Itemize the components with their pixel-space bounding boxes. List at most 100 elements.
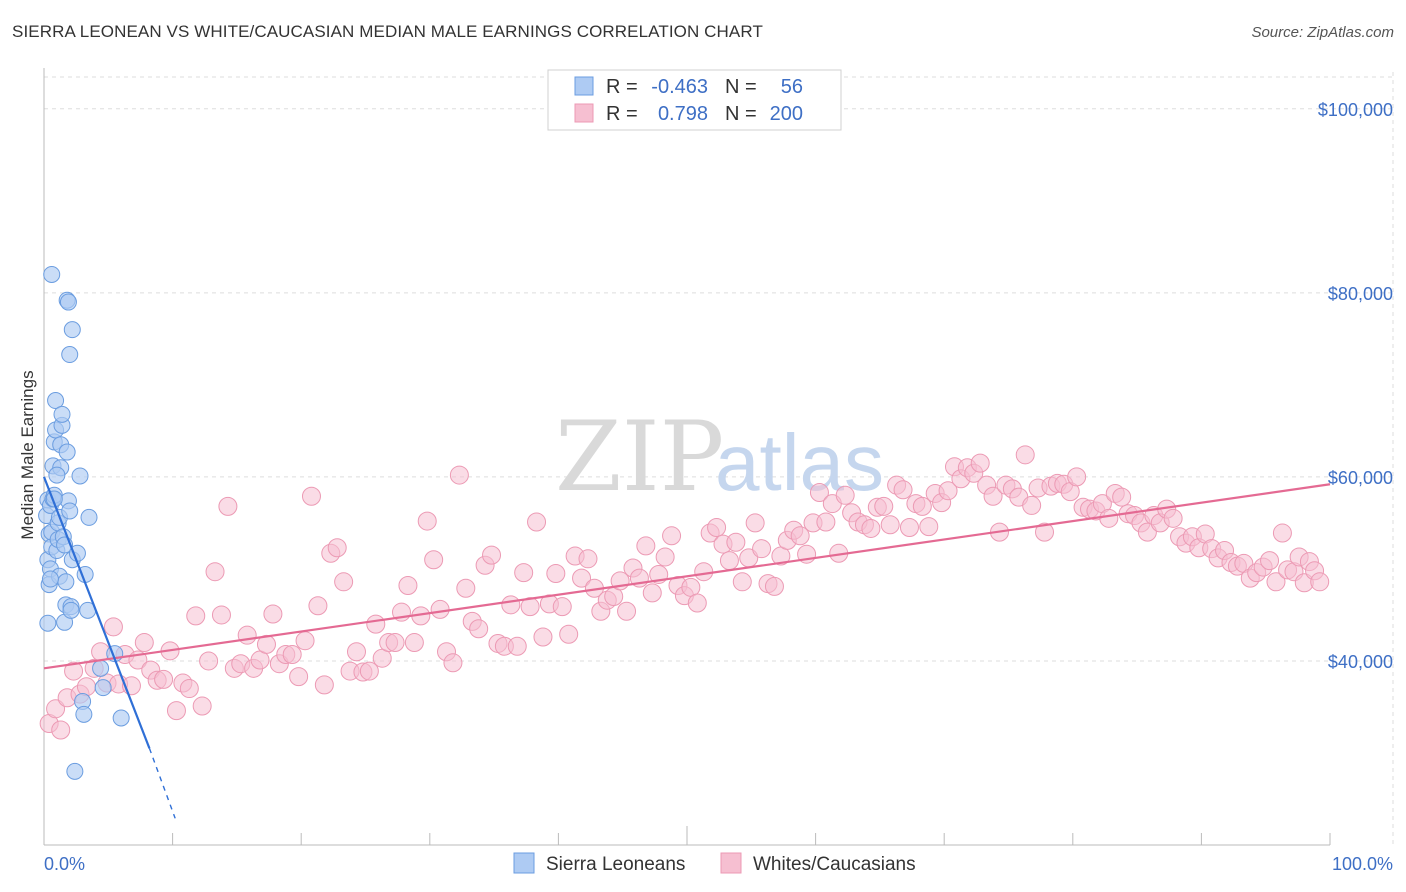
point-white-caucasian[interactable] xyxy=(983,486,1003,506)
point-white-caucasian[interactable] xyxy=(1137,522,1157,542)
point-white-caucasian[interactable] xyxy=(482,545,502,565)
point-white-caucasian[interactable] xyxy=(218,496,238,516)
point-sierra-leonean[interactable] xyxy=(61,346,79,364)
point-white-caucasian[interactable] xyxy=(507,636,527,656)
point-white-caucasian[interactable] xyxy=(655,547,675,567)
point-sierra-leonean[interactable] xyxy=(59,293,77,311)
point-sierra-leonean[interactable] xyxy=(43,265,61,283)
point-sierra-leonean[interactable] xyxy=(112,709,130,727)
point-white-caucasian[interactable] xyxy=(912,496,932,516)
point-white-caucasian[interactable] xyxy=(211,605,231,625)
point-white-caucasian[interactable] xyxy=(263,604,283,624)
point-white-caucasian[interactable] xyxy=(899,518,919,538)
point-white-caucasian[interactable] xyxy=(301,486,321,506)
point-sierra-leonean[interactable] xyxy=(48,466,66,484)
point-white-caucasian[interactable] xyxy=(469,619,489,639)
point-white-caucasian[interactable] xyxy=(1272,523,1292,543)
point-white-caucasian[interactable] xyxy=(51,720,71,740)
point-white-caucasian[interactable] xyxy=(1310,572,1330,592)
point-sierra-leonean[interactable] xyxy=(92,659,110,677)
point-white-caucasian[interactable] xyxy=(1260,551,1280,571)
point-white-caucasian[interactable] xyxy=(572,568,592,588)
point-sierra-leonean[interactable] xyxy=(66,762,84,780)
point-white-caucasian[interactable] xyxy=(745,513,765,533)
point-white-caucasian[interactable] xyxy=(893,480,913,500)
point-white-caucasian[interactable] xyxy=(687,593,707,613)
point-white-caucasian[interactable] xyxy=(103,617,123,637)
point-sierra-leonean[interactable] xyxy=(57,573,75,591)
point-white-caucasian[interactable] xyxy=(430,599,450,619)
point-white-caucasian[interactable] xyxy=(404,633,424,653)
point-white-caucasian[interactable] xyxy=(46,699,66,719)
point-white-caucasian[interactable] xyxy=(443,653,463,673)
point-white-caucasian[interactable] xyxy=(790,526,810,546)
point-sierra-leonean[interactable] xyxy=(61,502,79,520)
point-sierra-leonean[interactable] xyxy=(53,405,71,423)
point-white-caucasian[interactable] xyxy=(880,515,900,535)
point-sierra-leonean[interactable] xyxy=(58,443,76,461)
point-white-caucasian[interactable] xyxy=(533,627,553,647)
point-white-caucasian[interactable] xyxy=(919,517,939,537)
point-white-caucasian[interactable] xyxy=(327,538,347,558)
point-white-caucasian[interactable] xyxy=(861,518,881,538)
point-sierra-leonean[interactable] xyxy=(62,601,80,619)
point-white-caucasian[interactable] xyxy=(192,696,212,716)
point-white-caucasian[interactable] xyxy=(527,512,547,532)
point-white-caucasian[interactable] xyxy=(154,669,174,689)
point-sierra-leonean[interactable] xyxy=(41,570,59,588)
point-white-caucasian[interactable] xyxy=(636,536,656,556)
point-sierra-leonean[interactable] xyxy=(75,705,93,723)
point-white-caucasian[interactable] xyxy=(662,526,682,546)
point-white-caucasian[interactable] xyxy=(166,701,186,721)
point-white-caucasian[interactable] xyxy=(205,562,225,582)
point-white-caucasian[interactable] xyxy=(970,453,990,473)
point-white-caucasian[interactable] xyxy=(398,575,418,595)
point-white-caucasian[interactable] xyxy=(1099,508,1119,528)
point-white-caucasian[interactable] xyxy=(346,642,366,662)
point-white-caucasian[interactable] xyxy=(282,645,302,665)
point-white-caucasian[interactable] xyxy=(385,633,405,653)
point-sierra-leonean[interactable] xyxy=(71,467,89,485)
point-white-caucasian[interactable] xyxy=(938,481,958,501)
point-white-caucasian[interactable] xyxy=(752,539,772,559)
point-white-caucasian[interactable] xyxy=(874,496,894,516)
point-white-caucasian[interactable] xyxy=(764,576,784,596)
point-white-caucasian[interactable] xyxy=(1067,467,1087,487)
point-white-caucasian[interactable] xyxy=(314,675,334,695)
point-white-caucasian[interactable] xyxy=(417,511,437,531)
point-white-caucasian[interactable] xyxy=(642,583,662,603)
point-white-caucasian[interactable] xyxy=(308,596,328,616)
point-white-caucasian[interactable] xyxy=(1112,487,1132,507)
point-white-caucasian[interactable] xyxy=(366,614,386,634)
point-white-caucasian[interactable] xyxy=(1022,495,1042,515)
point-white-caucasian[interactable] xyxy=(809,483,829,503)
point-sierra-leonean[interactable] xyxy=(47,392,65,410)
point-white-caucasian[interactable] xyxy=(199,651,219,671)
point-white-caucasian[interactable] xyxy=(816,512,836,532)
point-white-caucasian[interactable] xyxy=(1035,522,1055,542)
point-white-caucasian[interactable] xyxy=(732,572,752,592)
point-white-caucasian[interactable] xyxy=(617,601,637,621)
point-white-caucasian[interactable] xyxy=(501,595,521,615)
point-sierra-leonean[interactable] xyxy=(94,679,112,697)
point-white-caucasian[interactable] xyxy=(134,633,154,653)
point-white-caucasian[interactable] xyxy=(1015,445,1035,465)
point-white-caucasian[interactable] xyxy=(64,661,84,681)
point-white-caucasian[interactable] xyxy=(707,518,727,538)
point-white-caucasian[interactable] xyxy=(449,465,469,485)
point-white-caucasian[interactable] xyxy=(289,667,309,687)
point-white-caucasian[interactable] xyxy=(237,625,257,645)
point-white-caucasian[interactable] xyxy=(359,661,379,681)
point-sierra-leonean[interactable] xyxy=(63,321,81,339)
point-white-caucasian[interactable] xyxy=(1266,572,1286,592)
point-white-caucasian[interactable] xyxy=(186,606,206,626)
point-white-caucasian[interactable] xyxy=(726,532,746,552)
point-white-caucasian[interactable] xyxy=(552,597,572,617)
point-white-caucasian[interactable] xyxy=(424,550,444,570)
point-sierra-leonean[interactable] xyxy=(80,508,98,526)
point-white-caucasian[interactable] xyxy=(76,677,96,697)
point-white-caucasian[interactable] xyxy=(334,572,354,592)
point-white-caucasian[interactable] xyxy=(559,624,579,644)
point-white-caucasian[interactable] xyxy=(295,631,315,651)
point-white-caucasian[interactable] xyxy=(514,563,534,583)
